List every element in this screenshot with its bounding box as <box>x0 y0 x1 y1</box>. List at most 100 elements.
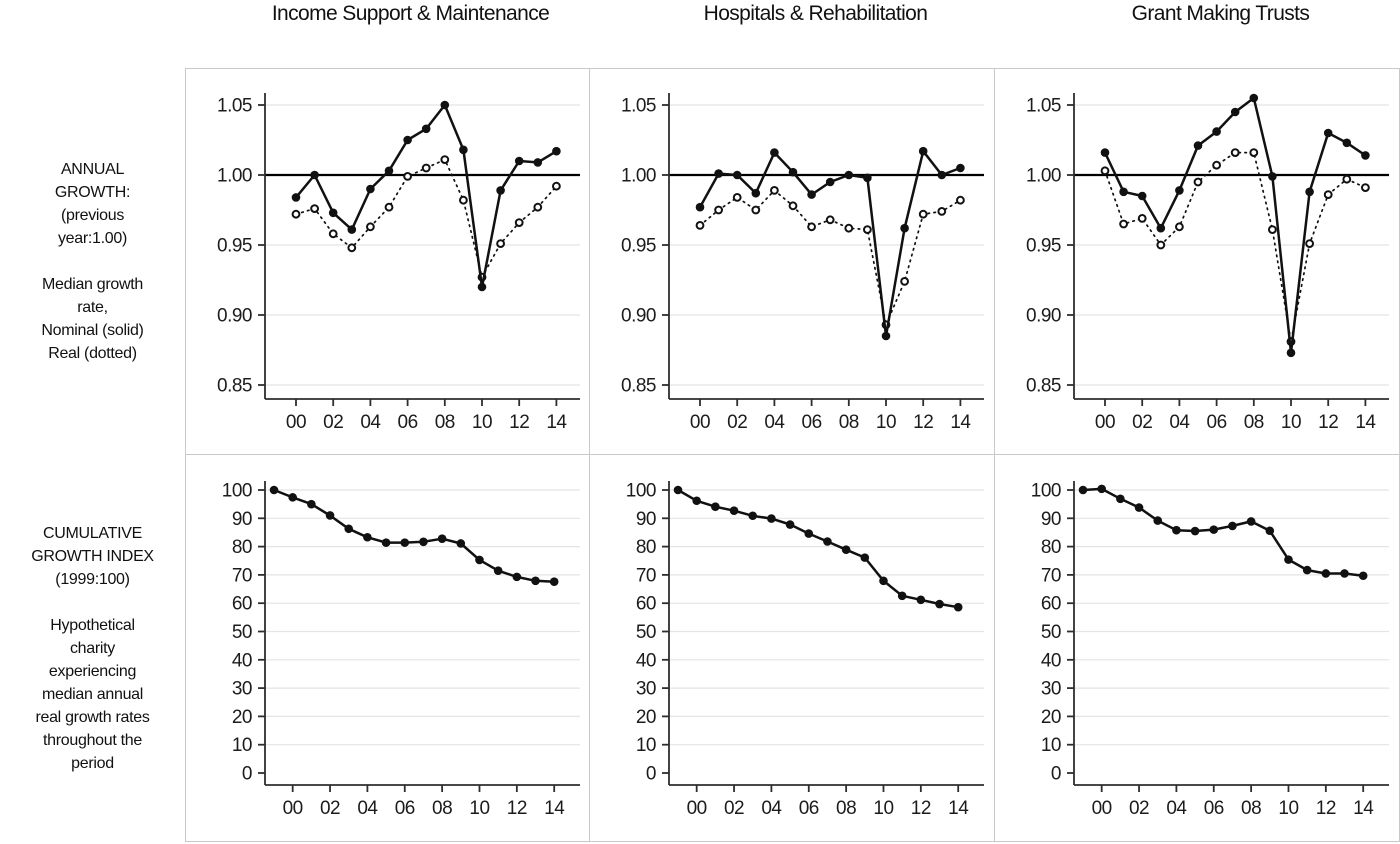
x-tick-label: 02 <box>1129 798 1149 819</box>
x-tick-label: 04 <box>360 412 381 433</box>
x-tick-label: 04 <box>1169 412 1190 433</box>
x-tick-label: 06 <box>1204 798 1224 819</box>
series-index-marker <box>692 496 701 506</box>
series-real-marker <box>844 223 854 233</box>
y-tick-label: 1.05 <box>621 96 656 117</box>
series-real-marker <box>440 155 450 164</box>
y-tick-label: 40 <box>636 650 656 671</box>
series-nominal-marker <box>421 124 431 134</box>
series-real-marker <box>514 218 524 228</box>
x-tick-label: 02 <box>323 412 343 433</box>
series-index-line <box>676 488 960 609</box>
x-tick-label: 00 <box>1095 412 1115 433</box>
series-index-marker <box>1153 516 1163 525</box>
x-tick-label: 08 <box>1241 798 1261 819</box>
x-tick-label: 00 <box>687 798 707 819</box>
series-nominal-marker <box>918 146 928 156</box>
series-real-line <box>1104 151 1367 342</box>
series-nominal-marker <box>714 169 723 178</box>
series-nominal-marker <box>751 188 761 198</box>
y-tick-label: 50 <box>636 622 656 643</box>
x-tick-label: 10 <box>876 412 896 433</box>
series-nominal-marker <box>1268 172 1277 181</box>
series-nominal-marker <box>1156 223 1166 233</box>
series-real-marker <box>1249 148 1259 157</box>
x-tick-label: 14 <box>546 412 567 433</box>
series-index-marker <box>288 493 297 502</box>
x-tick-label: 10 <box>1281 412 1301 433</box>
x-tick-label: 00 <box>283 798 303 819</box>
series-index-marker <box>748 511 758 521</box>
series-nominal-marker <box>1100 148 1110 157</box>
panel-cumulative-hospitals: 100 90 80 70 60 50 40 30 20 10 0 00 02 04 06 08 10 12 14 <box>590 455 995 842</box>
y-tick-label: 1.00 <box>217 166 252 187</box>
y-tick-label: 60 <box>1041 594 1061 615</box>
x-tick-label: 06 <box>395 798 415 819</box>
column-titles-row: Income Support & Maintenance Hospitals &… <box>0 0 1400 68</box>
axes: 1.05 1.00 0.95 0.90 0.85 00 02 04 06 08 10 12 14 <box>1026 93 1389 433</box>
y-tick-label: 0.85 <box>217 376 252 397</box>
series-real-marker <box>956 195 965 205</box>
y-tick-label: 100 <box>1031 481 1061 502</box>
series-real-marker <box>695 221 705 230</box>
x-tick-label: 00 <box>286 412 306 433</box>
series-real-marker <box>384 202 394 212</box>
series-real-marker <box>459 195 468 205</box>
x-tick-label: 00 <box>1092 798 1112 819</box>
y-tick-label: 0 <box>646 764 656 785</box>
series-index-marker <box>711 502 720 511</box>
series-real <box>1100 148 1370 347</box>
series-index-marker <box>1116 494 1125 504</box>
series-index-marker <box>879 576 888 586</box>
y-tick-label: 0.95 <box>621 236 656 257</box>
gridlines <box>1074 489 1389 746</box>
x-tick-label: 04 <box>761 798 782 819</box>
column-title-hospitals: Hospitals & Rehabilitation <box>703 2 928 25</box>
x-tick-label: 02 <box>1132 412 1152 433</box>
series-real-marker <box>533 202 543 212</box>
x-tick-label: 12 <box>507 798 527 819</box>
series-nominal-marker <box>1323 128 1333 138</box>
chart-annual-growth-income-support: 1.05 1.00 0.95 0.90 0.85 00 02 04 06 08 10 12 14 <box>217 93 580 433</box>
series-index <box>1078 484 1368 581</box>
y-tick-label: 80 <box>232 537 252 558</box>
series-index-marker <box>456 539 466 548</box>
series-real-marker <box>310 204 320 214</box>
x-tick-label: 14 <box>1353 798 1374 819</box>
series-index-marker <box>841 545 851 555</box>
y-tick-label: 60 <box>636 594 656 615</box>
chart-annual-growth-grant-making: 1.05 1.00 0.95 0.90 0.85 00 02 04 06 08 10 12 14 <box>1026 93 1389 433</box>
series-nominal-marker <box>732 170 742 180</box>
series-index-marker <box>767 514 776 523</box>
y-tick-label: 50 <box>1041 622 1061 643</box>
series-index-marker <box>1172 525 1181 535</box>
y-tick-label: 90 <box>1041 509 1061 530</box>
series-nominal-marker <box>514 156 524 166</box>
y-tick-label: 90 <box>636 509 656 530</box>
series-index-marker <box>729 506 739 515</box>
series-index <box>269 485 559 586</box>
series-nominal-marker <box>770 148 779 157</box>
series-nominal-marker <box>384 166 394 176</box>
series-nominal-marker <box>844 170 854 180</box>
column-title-grant-making: Grant Making Trusts <box>1131 2 1310 25</box>
x-tick-label: 04 <box>357 798 378 819</box>
series-nominal-marker <box>347 225 357 234</box>
x-tick-label: 08 <box>432 798 452 819</box>
series-index-marker <box>549 577 559 586</box>
series-real-marker <box>421 163 431 173</box>
series-real-marker <box>937 207 947 216</box>
series-nominal-marker <box>1193 141 1203 150</box>
y-tick-label: 60 <box>232 594 252 615</box>
series-real-marker <box>732 192 742 202</box>
x-tick-label: 06 <box>398 412 418 433</box>
series-index-marker <box>860 553 870 562</box>
x-tick-label: 04 <box>1166 798 1187 819</box>
series-index-marker <box>307 499 316 509</box>
series-index-marker <box>1265 526 1275 536</box>
series-nominal-marker <box>1305 187 1314 197</box>
series-index-marker <box>1246 517 1256 526</box>
series-nominal-marker <box>1361 151 1370 160</box>
